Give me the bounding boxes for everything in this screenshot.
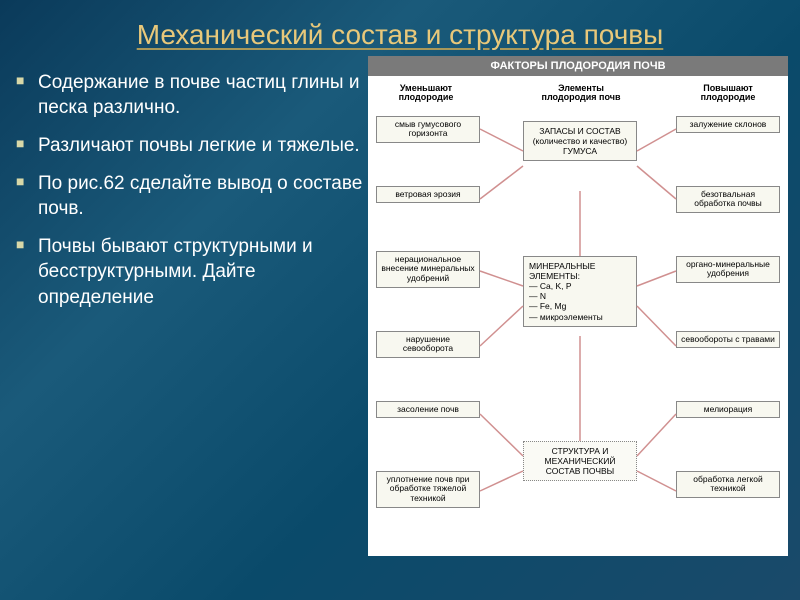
diagram-title: ФАКТОРЫ ПЛОДОРОДИЯ ПОЧВ (368, 56, 788, 76)
right-box: органо-минеральные удобрения (676, 256, 780, 284)
right-box: севообороты с травами (676, 331, 780, 349)
diagram-column: ФАКТОРЫ ПЛОДОРОДИЯ ПОЧВ Уменьшаютплодоро… (368, 56, 788, 556)
bullets-column: Содержание в почве частиц глины и песка … (12, 56, 368, 556)
left-box: засоление почв (376, 401, 480, 419)
bullet-item: По рис.62 сделайте вывод о составе почв. (12, 165, 368, 228)
col-header-center: Элементыплодородия почв (526, 84, 636, 104)
col-header-left: Уменьшаютплодородие (376, 84, 476, 104)
left-box: смыв гумусового горизонта (376, 116, 480, 144)
center-box-humus: ЗАПАСЫ И СОСТАВ (количество и качество) … (523, 121, 637, 162)
bullet-item: Почвы бывают структурными и бесструктурн… (12, 228, 368, 317)
col-header-right: Повышаютплодородие (678, 84, 778, 104)
right-box: безотвальная обработка почвы (676, 186, 780, 214)
bullet-item: Различают почвы легкие и тяжелые. (12, 127, 368, 165)
page-title: Механический состав и структура почвы (0, 0, 800, 56)
left-box: нерациональное внесение минеральных удоб… (376, 251, 480, 288)
left-box: ветровая эрозия (376, 186, 480, 204)
left-box: нарушение севооборота (376, 331, 480, 359)
bullet-list: Содержание в почве частиц глины и песка … (12, 64, 368, 317)
soil-fertility-diagram: ФАКТОРЫ ПЛОДОРОДИЯ ПОЧВ Уменьшаютплодоро… (368, 56, 788, 556)
content-row: Содержание в почве частиц глины и песка … (0, 56, 800, 556)
right-box: обработка легкой техникой (676, 471, 780, 499)
right-box: мелиорация (676, 401, 780, 419)
left-box: уплотнение почв при обработке тяжелой те… (376, 471, 480, 508)
right-box: залужение склонов (676, 116, 780, 134)
bullet-item: Содержание в почве частиц глины и песка … (12, 64, 368, 127)
center-box-structure: СТРУКТУРА И МЕХАНИЧЕСКИЙ СОСТАВ ПОЧВЫ (523, 441, 637, 482)
center-box-minerals: МИНЕРАЛЬНЫЕ ЭЛЕМЕНТЫ:— Ca, K, P— N— Fe, … (523, 256, 637, 327)
